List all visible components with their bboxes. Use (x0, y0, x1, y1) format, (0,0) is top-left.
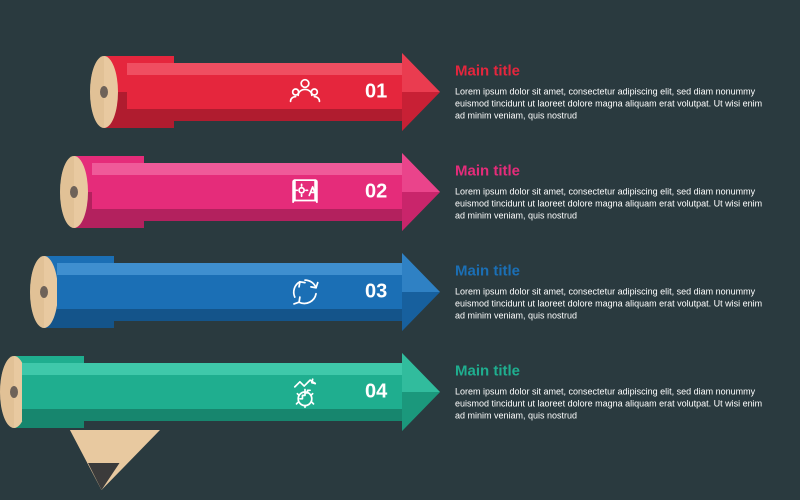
infographic-canvas: 01 Main title Lorem ipsum dolor sit amet, … (0, 0, 800, 500)
recycle-icon (288, 275, 322, 309)
step-row-01: 01 Main title Lorem ipsum dolor sit amet, … (0, 42, 800, 142)
step-title: Main title (455, 362, 765, 379)
step-text-04: Main title Lorem ipsum dolor sit amet, co… (455, 362, 765, 421)
arrow-02 (92, 153, 440, 231)
step-number-01: 01 (365, 81, 387, 104)
step-body: Lorem ipsum dolor sit amet, consectetur … (455, 185, 765, 221)
step-row-02: 02 Main title Lorem ipsum dolor sit amet, … (0, 142, 800, 242)
arrow-01 (127, 53, 440, 131)
step-text-02: Main title Lorem ipsum dolor sit amet, co… (455, 162, 765, 221)
step-row-04: 04 Main title Lorem ipsum dolor sit amet, … (0, 342, 800, 442)
pencil-tip (70, 430, 160, 495)
step-number-03: 03 (365, 281, 387, 304)
step-number-02: 02 (365, 181, 387, 204)
step-text-03: Main title Lorem ipsum dolor sit amet, co… (455, 262, 765, 321)
step-body: Lorem ipsum dolor sit amet, consectetur … (455, 385, 765, 421)
step-number-04: 04 (365, 381, 387, 404)
step-body: Lorem ipsum dolor sit amet, consectetur … (455, 85, 765, 121)
step-body: Lorem ipsum dolor sit amet, consectetur … (455, 285, 765, 321)
step-title: Main title (455, 162, 765, 179)
step-title: Main title (455, 262, 765, 279)
team-icon (288, 75, 322, 109)
step-title: Main title (455, 62, 765, 79)
blueprint-icon (288, 175, 322, 209)
step-row-03: 03 Main title Lorem ipsum dolor sit amet, … (0, 242, 800, 342)
step-text-01: Main title Lorem ipsum dolor sit amet, co… (455, 62, 765, 121)
growth-icon (288, 375, 322, 409)
